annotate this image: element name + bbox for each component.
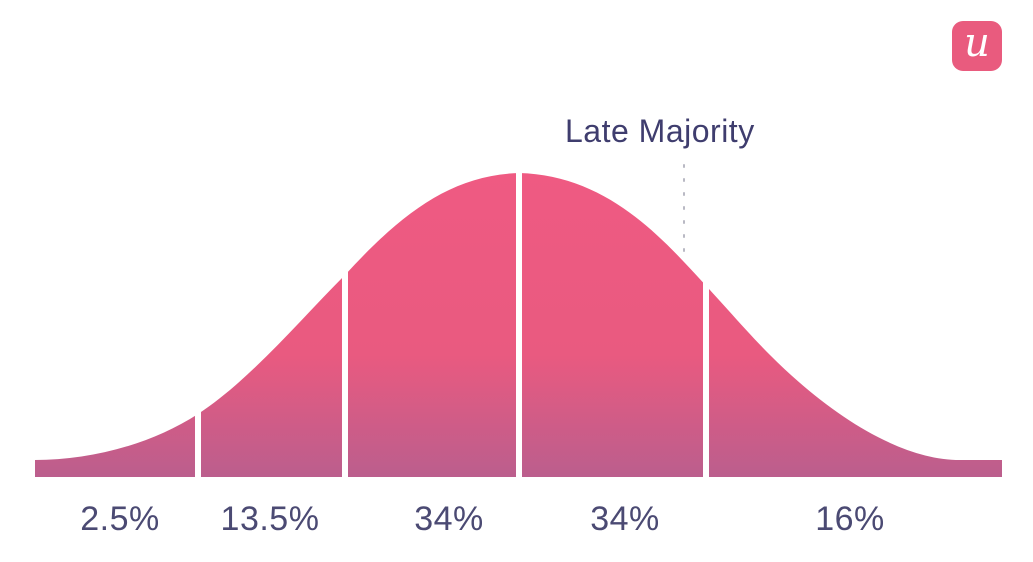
- segment-late-majority: [522, 173, 703, 477]
- segment-laggards: [709, 173, 1002, 477]
- segment-early-majority: [348, 173, 516, 477]
- brand-logo: u: [952, 21, 1002, 71]
- usabilla-u-icon: u: [964, 20, 990, 66]
- segment-label-5: 16%: [815, 500, 885, 538]
- segment-label-3: 34%: [414, 500, 484, 538]
- segment-innovators: [35, 173, 195, 477]
- segment-label-4: 34%: [590, 500, 660, 538]
- segment-label-2: 13.5%: [220, 500, 320, 538]
- late-majority-annotation: Late Majority: [565, 113, 755, 149]
- segment-label-1: 2.5%: [80, 500, 160, 538]
- segment-early-adopters: [201, 173, 342, 477]
